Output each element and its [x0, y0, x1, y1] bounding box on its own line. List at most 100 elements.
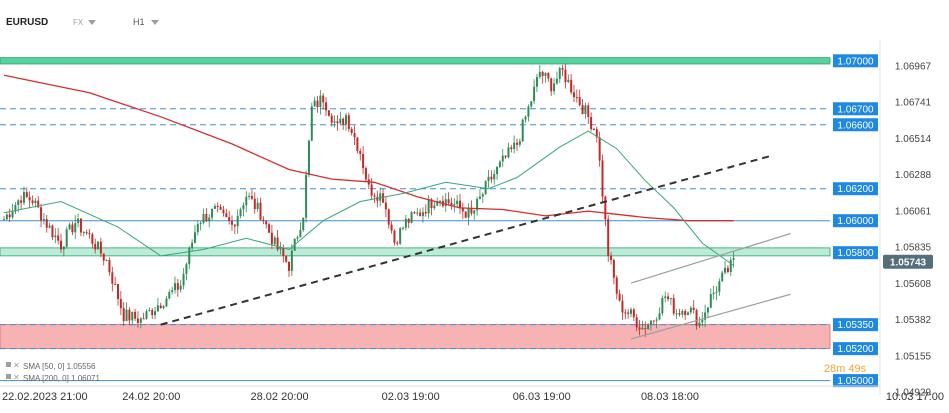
candle-body	[721, 272, 724, 282]
timeframe-dropdown-icon[interactable]	[151, 20, 159, 25]
sma50-visibility-icon[interactable]	[6, 362, 11, 367]
candle-body	[325, 102, 328, 111]
level-label-text: 1.05000	[837, 376, 874, 387]
candle-body	[196, 224, 199, 233]
candle-body	[319, 95, 322, 108]
candle-body	[191, 242, 194, 248]
candle-body	[253, 198, 256, 210]
candle-body	[704, 312, 707, 320]
time-tick: 06.03 19:00	[513, 391, 571, 403]
symbol-label[interactable]: EURUSD	[6, 17, 48, 28]
candle-body	[615, 277, 618, 294]
candle-body	[390, 224, 393, 231]
candle-body	[635, 317, 638, 328]
candle-body	[105, 259, 108, 261]
candle-body	[248, 195, 251, 197]
candle-body	[484, 181, 487, 195]
candle-body	[427, 199, 430, 214]
candle-body	[359, 150, 362, 155]
candle-body	[168, 292, 171, 299]
candle-body	[199, 222, 202, 225]
candle-body	[316, 100, 319, 108]
candle-body	[601, 160, 604, 197]
candle-body	[436, 201, 439, 206]
time-tick: 28.02 20:00	[251, 391, 309, 403]
current-price-marker: 1.05743	[883, 254, 933, 269]
candle-body	[695, 309, 698, 326]
candle-body	[299, 230, 302, 238]
candle-body	[128, 309, 131, 321]
candle-body	[399, 228, 402, 244]
candle-body	[364, 168, 367, 180]
candle-body	[701, 319, 704, 323]
candle-body	[174, 283, 176, 291]
ascending-trendline[interactable]	[160, 154, 774, 326]
candle-body	[507, 147, 510, 158]
trendlines-layer	[160, 154, 791, 340]
candle-body	[459, 200, 461, 209]
candle-body	[487, 176, 490, 182]
candle-body	[649, 320, 652, 325]
candle-body	[279, 247, 282, 250]
candle-body	[134, 311, 137, 319]
candle-body	[553, 83, 556, 92]
candle-body	[433, 205, 436, 209]
candle-body	[578, 97, 581, 106]
candle-body	[256, 202, 259, 210]
market-dropdown-icon[interactable]	[88, 20, 96, 25]
candle-body	[99, 241, 102, 254]
candle-body	[91, 234, 94, 244]
candle-body	[188, 247, 191, 265]
candle-body	[336, 121, 339, 124]
channel-lower[interactable]	[630, 293, 791, 340]
candle-body	[74, 223, 77, 233]
level-label-bg	[833, 118, 878, 132]
candle-body	[598, 137, 601, 161]
candle-body	[231, 221, 233, 225]
candle-body	[236, 215, 239, 227]
candle-body	[193, 232, 196, 243]
candle-body	[305, 175, 308, 218]
price-axis[interactable]: 1.06967 1.06741 1.06514 1.06288 1.06061 1.058…	[895, 62, 932, 399]
candle-body	[307, 140, 310, 176]
channel-upper[interactable]	[630, 232, 791, 284]
candle-body	[672, 298, 675, 314]
candle-body	[430, 199, 433, 209]
candle-body	[630, 309, 632, 314]
candle-body	[34, 200, 37, 204]
candle-body	[595, 129, 598, 138]
candle-body	[726, 267, 729, 272]
candle-body	[592, 129, 595, 131]
time-axis[interactable]: 22.02.2023 21:00 24.02 20:00 28.02 20:00 02…	[2, 391, 944, 403]
candle-body	[667, 296, 670, 300]
level-label-text: 1.06000	[837, 216, 874, 227]
current-price-text: 1.05743	[890, 257, 927, 268]
candle-body	[501, 155, 504, 162]
sma200-remove-icon[interactable]: ✕	[13, 373, 20, 382]
sma200-visibility-icon[interactable]	[6, 374, 11, 379]
candle-body	[68, 224, 71, 230]
candle-body	[71, 224, 74, 233]
candle-body	[382, 193, 385, 203]
time-tick: 08.03 18:00	[641, 391, 699, 403]
candle-body	[456, 200, 459, 205]
candle-body	[139, 318, 142, 323]
sma200-legend-text: SMA [200, 0] 1.06071	[23, 374, 100, 383]
sma50-remove-icon[interactable]: ✕	[13, 361, 20, 370]
price-tick: 1.05155	[895, 351, 932, 362]
candle-body	[527, 106, 530, 117]
time-tick: 02.03 19:00	[382, 391, 440, 403]
timeframe-label[interactable]: H1	[133, 17, 145, 27]
candle-body	[638, 327, 641, 330]
level-label-text: 1.06600	[837, 120, 874, 131]
candle-body	[117, 283, 119, 300]
candle-body	[208, 217, 211, 222]
candle-body	[156, 305, 159, 312]
candle-body	[652, 320, 655, 322]
candle-body	[610, 255, 613, 261]
level-label-bg	[833, 374, 878, 388]
candle-body	[342, 118, 345, 125]
candle-body	[535, 77, 538, 87]
candle-body	[108, 259, 111, 273]
